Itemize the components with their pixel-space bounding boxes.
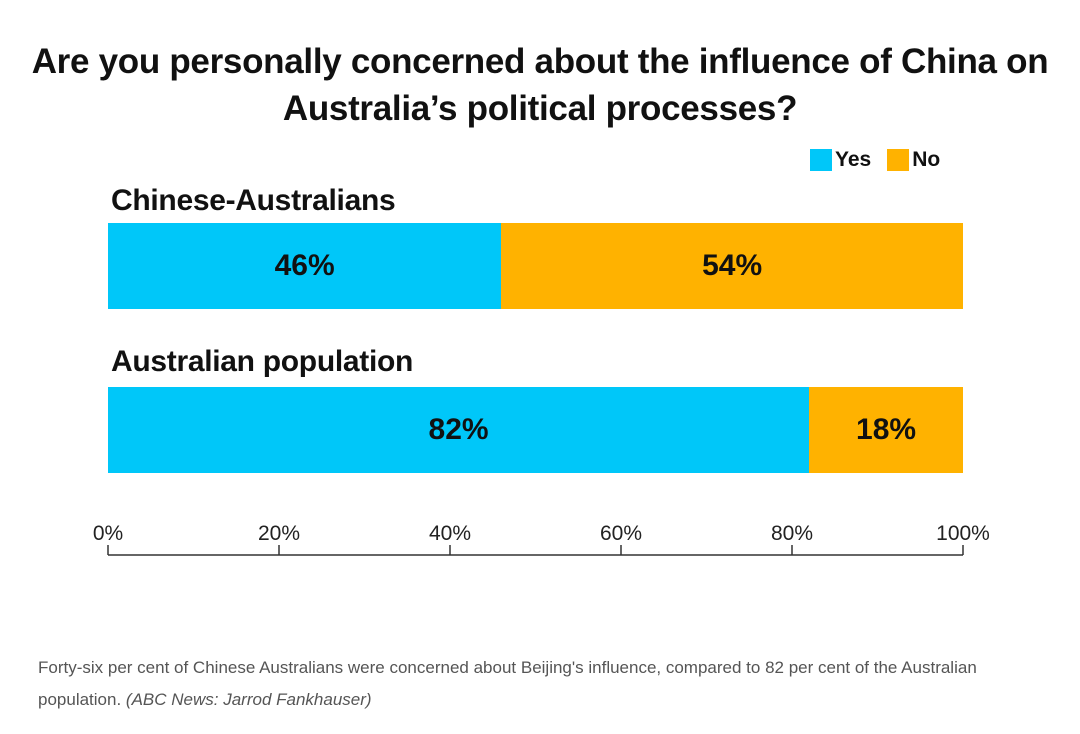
legend-swatch-yes [810,149,832,171]
category-label-australian-population: Australian population [111,345,414,378]
bar-segment-yes: 82% [108,387,810,473]
x-tick-label: 80% [771,522,813,545]
x-axis: 0% 20% 40% 60% 80% 100% [93,522,990,556]
bar-segment-yes: 46% [108,223,502,309]
bar-segment-no: 18% [809,387,963,473]
caption-credit: (ABC News: Jarrod Fankhauser) [125,690,372,709]
chart-title: Are you personally concerned about the i… [31,42,1049,128]
chart-legend: Yes No [810,148,956,172]
legend-label-no: No [912,148,941,171]
x-tick-label: 40% [429,522,471,545]
caption-text: Forty-six per cent of Chinese Australian… [38,658,977,709]
x-tick-label: 0% [93,522,123,545]
x-tick-label: 60% [600,522,642,545]
legend-item-yes: Yes [810,148,871,172]
bar-row-australian-population: 82% 18% [108,387,963,473]
category-label-chinese-australians: Chinese-Australians [111,184,396,217]
legend-label-yes: Yes [835,148,872,171]
legend-swatch-no [887,149,910,171]
bar-segment-no: 54% [501,223,963,309]
legend-item-no: No [887,148,940,172]
figure-caption: Forty-six per cent of Chinese Australian… [38,652,1048,716]
x-tick-label: 100% [936,522,990,545]
x-tick-label: 20% [258,522,300,545]
bar-row-chinese-australians: 46% 54% [108,223,963,309]
